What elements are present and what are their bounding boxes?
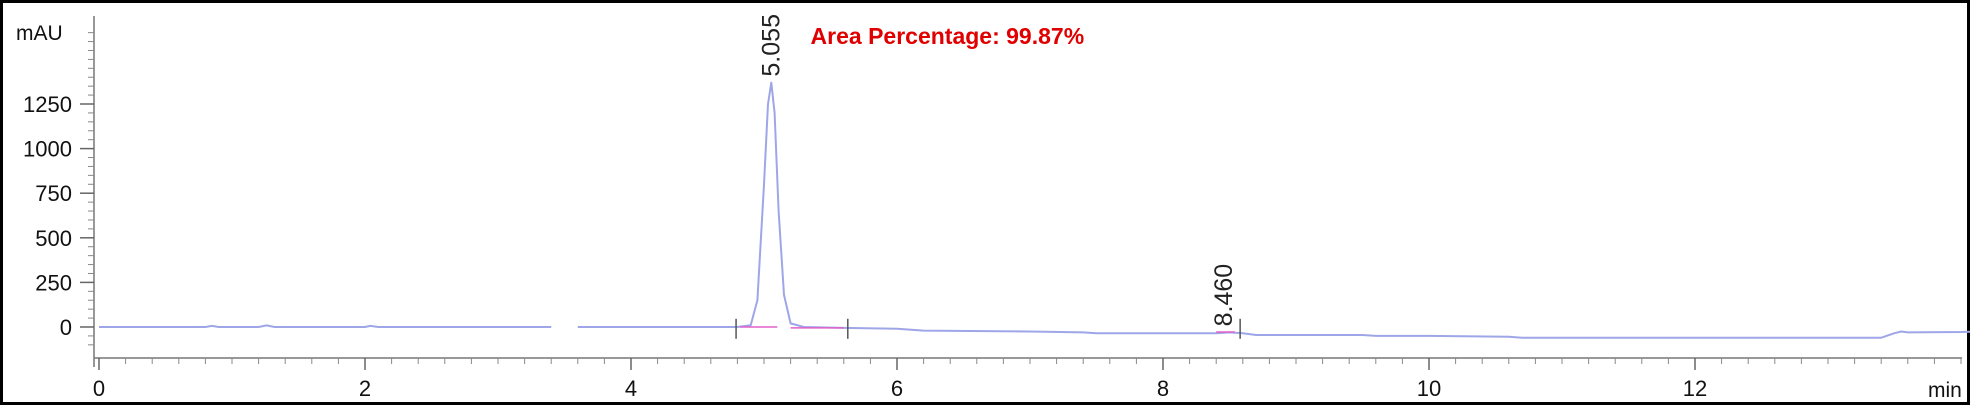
- x-minor-ticks: [98, 358, 1962, 364]
- y-tick-label: 1000: [23, 137, 72, 162]
- x-tick-label: 10: [1417, 376, 1441, 401]
- baseline-markers: [740, 326, 1235, 333]
- y-tick-label: 0: [60, 315, 72, 340]
- y-tick-label: 250: [35, 270, 72, 295]
- signal-trace: [577, 81, 1970, 339]
- x-tick-label: 0: [93, 376, 105, 401]
- x-tick-label: 4: [625, 376, 637, 401]
- y-tick-label: 500: [35, 226, 72, 251]
- x-tick-label: 8: [1157, 376, 1169, 401]
- peak-label: 5.055: [757, 14, 785, 77]
- y-major-ticks: 0 250 500 750 1000 1250: [23, 92, 94, 340]
- y-axis-label: mAU: [16, 22, 63, 45]
- y-tick-label: 750: [35, 181, 72, 206]
- peak-label: 8.460: [1210, 264, 1238, 327]
- peak-labels: 5.055 8.460: [757, 14, 1238, 326]
- y-tick-label: 1250: [23, 92, 72, 117]
- signal-trace: [99, 324, 552, 328]
- x-major-ticks: 0 2 4 6 8 10 12: [93, 358, 1707, 401]
- x-tick-label: 12: [1683, 376, 1707, 401]
- x-tick-label: 6: [891, 376, 903, 401]
- marker-ticks: [735, 318, 1241, 339]
- x-axis-label: min: [1928, 379, 1962, 402]
- area-percentage-annotation: Area Percentage: 99.87%: [811, 23, 1085, 49]
- x-tick-label: 2: [359, 376, 371, 401]
- signal-lines: [99, 81, 1970, 339]
